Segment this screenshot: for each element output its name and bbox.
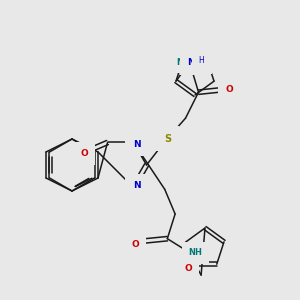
Text: O: O [184,264,192,273]
Text: N: N [133,140,140,149]
Text: O: O [80,149,88,158]
Text: O: O [131,240,139,249]
Text: NH: NH [188,248,202,257]
Text: S: S [164,134,171,144]
Text: N: N [188,58,195,67]
Text: N: N [197,57,205,66]
Text: O: O [225,85,233,94]
Text: NH: NH [176,58,190,67]
Text: H: H [198,56,204,65]
Text: N: N [133,181,140,190]
